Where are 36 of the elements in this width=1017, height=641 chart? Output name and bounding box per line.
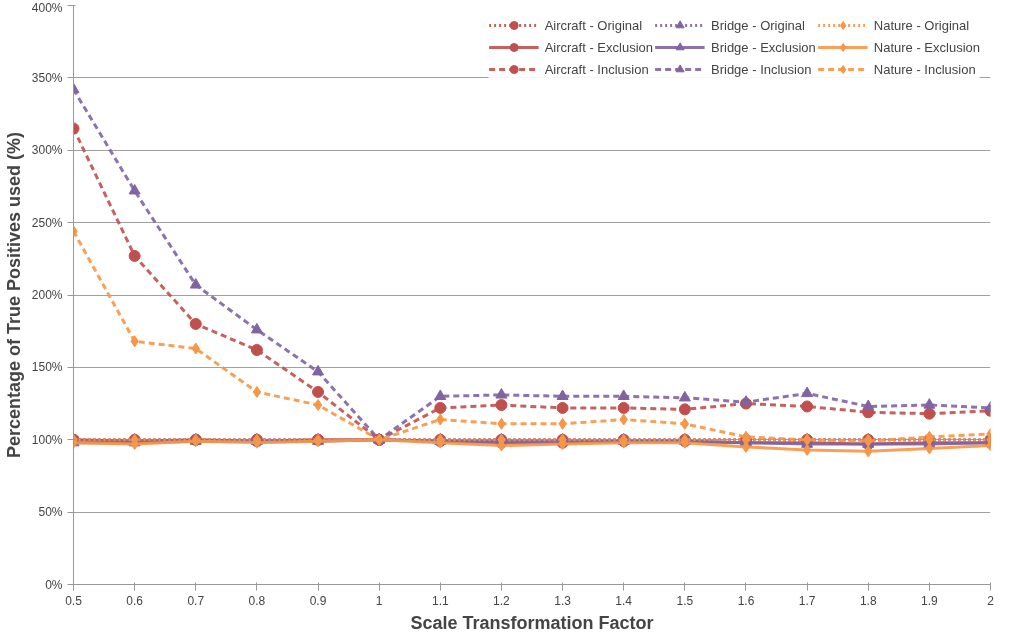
y-tick-label: 50% <box>38 505 63 520</box>
x-axis-title: Scale Transformation Factor <box>410 612 654 633</box>
legend-label: Bridge - Exclusion <box>711 39 816 55</box>
y-axis-title: Percentage of True Positives used (%) <box>3 131 24 459</box>
y-tick-label: 200% <box>31 288 63 302</box>
y-tick-label: 300% <box>31 143 63 158</box>
y-tick-label: 400% <box>31 0 63 15</box>
x-tick-label: 1.8 <box>859 593 877 608</box>
x-tick-label: 0.9 <box>309 593 327 608</box>
x-tick-label: 0.7 <box>187 593 205 608</box>
x-tick-label: 1 <box>375 593 383 608</box>
x-tick-label: 1.6 <box>737 593 755 608</box>
y-tick-label: 100% <box>31 432 63 447</box>
x-tick-label: 0.5 <box>65 593 83 608</box>
y-tick-label: 350% <box>31 70 63 85</box>
x-tick-label: 1.2 <box>493 593 511 608</box>
y-tick-label: 150% <box>31 360 63 375</box>
y-tick-label: 250% <box>31 215 63 230</box>
y-tick-label: 0% <box>45 577 63 592</box>
legend-label: Nature - Exclusion <box>873 39 980 55</box>
x-tick-label: 1.7 <box>798 593 816 608</box>
x-tick-label: 1.5 <box>676 593 694 608</box>
x-tick-label: 1.9 <box>921 593 939 608</box>
legend-label: Bridge - Original <box>711 17 805 33</box>
legend-label: Nature - Original <box>873 17 970 33</box>
x-tick-label: 0.8 <box>248 593 266 608</box>
x-tick-label: 1.1 <box>431 593 449 608</box>
x-tick-label: 1.3 <box>554 593 572 608</box>
legend-label: Nature - Inclusion <box>873 61 976 77</box>
legend-label: Aircraft - Original <box>544 17 643 33</box>
legend-label: Aircraft - Exclusion <box>544 39 653 55</box>
legend-label: Aircraft - Inclusion <box>544 61 649 77</box>
legend-label: Bridge - Inclusion <box>711 61 812 77</box>
x-tick-label: 2 <box>987 593 995 608</box>
x-tick-label: 1.4 <box>615 593 633 608</box>
x-tick-label: 0.6 <box>126 593 144 608</box>
